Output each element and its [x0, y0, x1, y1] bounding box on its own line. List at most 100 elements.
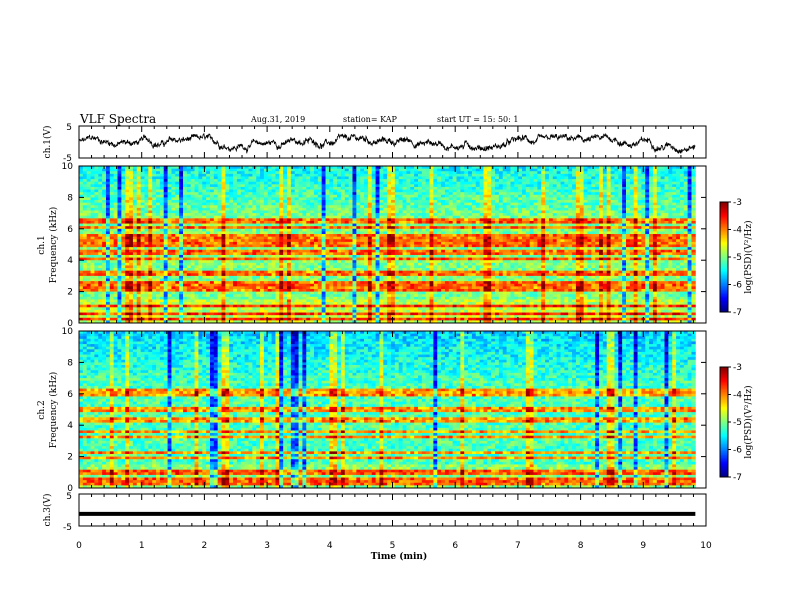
spectrogram-cell — [306, 309, 311, 313]
spectrogram-cell — [352, 207, 357, 211]
spectrogram-cell — [113, 302, 118, 306]
spectrogram-cell — [171, 286, 176, 290]
spectrogram-cell — [352, 268, 357, 272]
spectrogram-cell — [352, 176, 357, 180]
spectrogram-cell — [360, 189, 365, 193]
spectrogram-cell — [225, 273, 230, 277]
spectrogram-cell — [287, 302, 292, 306]
spectrogram-cell — [260, 268, 265, 272]
spectrogram-cell — [317, 315, 323, 319]
spectrogram-cell — [333, 257, 338, 261]
spectrogram-cell — [125, 317, 130, 321]
spectrogram-cell — [233, 181, 238, 185]
spectrogram-cell — [333, 236, 338, 240]
spectrogram-cell — [256, 254, 261, 258]
spectrogram-cell — [279, 278, 284, 282]
spectrogram-cell — [98, 317, 103, 321]
spectrogram-cell — [140, 312, 145, 316]
spectrogram-cell — [394, 166, 400, 170]
spectrogram-cell — [144, 205, 149, 209]
spectrogram-cell — [163, 252, 168, 256]
spectrogram-cell — [252, 226, 257, 230]
spectrogram-cell — [109, 312, 115, 316]
spectrogram-cell — [113, 247, 118, 251]
spectrogram-cell — [183, 281, 188, 285]
spectrogram-cell — [225, 312, 230, 316]
spectrogram-cell — [279, 223, 284, 227]
spectrogram-cell — [148, 210, 153, 214]
spectrogram-cell — [333, 291, 338, 295]
spectrogram-cell — [129, 173, 134, 177]
spectrogram-cell — [233, 223, 238, 227]
spectrogram-cell — [233, 304, 238, 308]
spectrogram-cell — [102, 197, 107, 201]
spectrogram-cell — [109, 241, 115, 245]
spectrogram-cell — [213, 210, 219, 214]
spectrogram-cell — [287, 317, 292, 321]
spectrogram-cell — [352, 281, 357, 285]
spectrogram-cell — [140, 286, 145, 290]
spectrogram-cell — [117, 302, 122, 306]
spectrogram-cell — [82, 296, 88, 300]
spectrogram-cell — [175, 210, 180, 214]
spectrogram-cell — [306, 223, 311, 227]
spectrogram-cell — [263, 223, 269, 227]
spectrogram-cell — [136, 189, 142, 193]
spectrogram-cell — [356, 249, 361, 253]
spectrogram-cell — [206, 273, 211, 277]
spectrogram-cell — [371, 197, 377, 201]
spectrogram-cell — [321, 226, 326, 230]
spectrogram-cell — [256, 286, 261, 290]
spectrogram-cell — [206, 270, 211, 274]
spectrogram-cell — [79, 166, 84, 170]
spectrogram-cell — [340, 200, 346, 204]
spectrogram-cell — [190, 254, 195, 258]
spectrogram-cell — [248, 252, 253, 256]
spectrogram-cell — [171, 260, 176, 264]
spectrogram-cell — [248, 260, 253, 264]
spectrogram-cell — [190, 200, 195, 204]
spectrogram-cell — [325, 192, 330, 196]
spectrogram-cell — [159, 268, 165, 272]
spectrogram-cell — [217, 302, 222, 306]
spectrogram-cell — [240, 299, 246, 303]
spectrogram-cell — [302, 294, 307, 298]
spectrogram-cell — [209, 288, 215, 292]
spectrogram-cell — [236, 312, 242, 316]
spectrogram-cell — [213, 249, 219, 253]
spectrogram-cell — [236, 220, 242, 224]
spectrogram-cell — [209, 260, 215, 264]
spectrogram-cell — [329, 254, 334, 258]
spectrogram-cell — [313, 205, 319, 209]
spectrogram-cell — [313, 309, 319, 313]
spectrogram-cell — [275, 184, 280, 188]
spectrogram-cell — [156, 302, 161, 306]
spectrogram-cell — [298, 291, 303, 295]
spectrogram-cell — [279, 239, 284, 243]
spectrogram-cell — [156, 283, 161, 287]
spectrogram-cell — [240, 249, 246, 253]
spectrogram-cell — [179, 260, 184, 264]
spectrogram-cell — [105, 317, 111, 321]
spectrogram-cell — [140, 262, 145, 266]
spectrogram-cell — [132, 184, 138, 188]
spectrogram-cell — [198, 218, 203, 222]
spectrogram-cell — [206, 296, 211, 300]
spectrogram-cell — [194, 228, 199, 232]
spectrogram-cell — [194, 202, 199, 206]
spectrogram-cell — [194, 179, 199, 183]
spectrogram-cell — [294, 294, 299, 298]
spectrogram-cell — [364, 176, 369, 180]
spectrogram-cell — [152, 168, 157, 172]
spectrogram-cell — [144, 197, 149, 201]
spectrogram-cell — [340, 215, 346, 219]
spectrogram-cell — [233, 173, 238, 177]
spectrogram-cell — [275, 231, 280, 235]
spectrogram-cell — [125, 181, 130, 185]
spectrogram-cell — [321, 252, 326, 256]
spectrogram-cell — [383, 218, 388, 222]
spectrogram-cell — [209, 234, 215, 238]
spectrogram-cell — [275, 294, 280, 298]
spectrogram-cell — [344, 304, 350, 308]
spectrogram-cell — [306, 304, 311, 308]
